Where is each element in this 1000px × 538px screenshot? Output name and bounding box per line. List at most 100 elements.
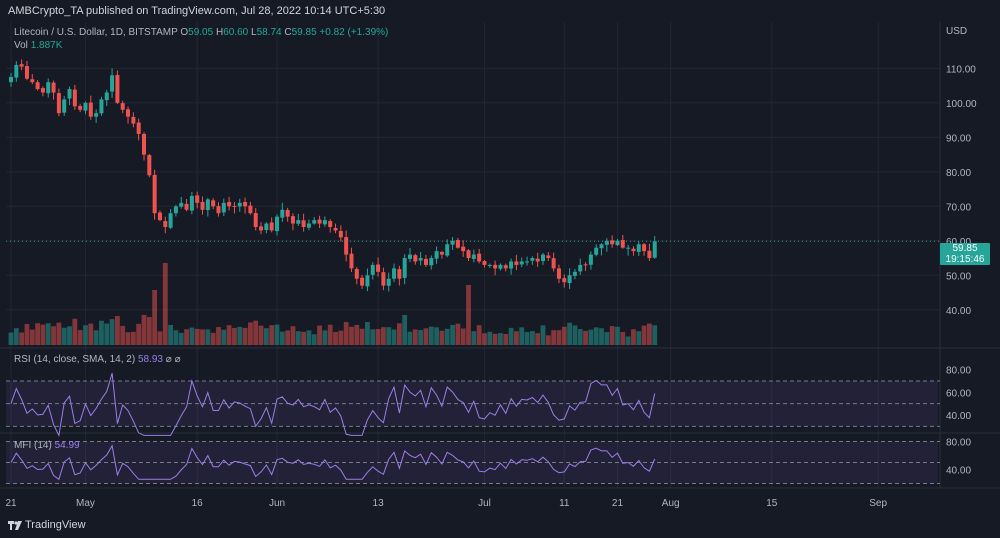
volume-bar — [248, 322, 253, 345]
candle-body — [631, 248, 636, 252]
symbol-legend[interactable]: Litecoin / U.S. Dollar, 1D, BITSTAMP O59… — [14, 27, 388, 38]
y-tick-label: 60.00 — [946, 237, 971, 248]
rsi-legend[interactable]: RSI (14, close, SMA, 14, 2) 58.93 ⌀ ⌀ — [14, 354, 181, 365]
volume-label: Vol — [14, 40, 28, 51]
symbol-name: Litecoin / U.S. Dollar, 1D, BITSTAMP — [14, 27, 178, 38]
candle-body — [195, 195, 200, 203]
volume-bar — [609, 326, 615, 345]
candle-body — [551, 258, 556, 269]
candle-body — [493, 264, 498, 269]
indicator-line — [10, 444, 656, 481]
volume-bar — [290, 326, 296, 345]
rsi-panel — [6, 372, 940, 438]
volume-bar — [242, 327, 248, 345]
candle-body — [636, 244, 641, 252]
mfi-label: MFI (14) — [14, 440, 52, 451]
volume-bar — [556, 330, 562, 345]
mfi-value: 54.99 — [54, 440, 80, 451]
candle-body — [530, 258, 535, 261]
high-label: H — [215, 27, 224, 38]
tradingview-icon — [8, 520, 22, 530]
candle-body — [173, 206, 178, 214]
volume-bar — [386, 327, 392, 345]
volume-bar — [322, 330, 328, 345]
volume-bar — [492, 333, 498, 345]
indicator-tick-label: 40.00 — [946, 466, 971, 477]
rsi-settings-icon[interactable]: ⌀ ⌀ — [165, 354, 181, 365]
mfi-legend[interactable]: MFI (14) 54.99 — [14, 440, 80, 451]
candle-body — [157, 212, 162, 221]
candle-body — [51, 82, 56, 93]
candle-body — [546, 255, 551, 259]
volume-bar — [599, 328, 604, 345]
last-price: 59.85 — [952, 243, 978, 254]
volume-bar — [141, 314, 147, 345]
volume-bars — [8, 263, 658, 345]
candle-body — [317, 219, 322, 224]
change-value: +0.82 (+1.39%) — [319, 27, 389, 38]
volume-bar — [577, 329, 583, 345]
volume-bar — [535, 333, 541, 345]
candle-body — [376, 264, 381, 272]
volume-bar — [641, 325, 647, 345]
volume-bar — [354, 324, 360, 345]
candle-body — [142, 133, 146, 155]
last-price-tag: 59.85 19:15:46 — [940, 243, 990, 265]
volume-bar — [226, 325, 232, 345]
candle-body — [285, 209, 290, 217]
candle-body — [482, 261, 487, 265]
candle-body — [434, 251, 439, 259]
candle-body — [312, 220, 317, 224]
volume-bar — [136, 323, 142, 345]
volume-bar — [647, 323, 652, 345]
volume-bar — [418, 330, 424, 345]
candle-body — [328, 221, 333, 227]
volume-bar — [317, 325, 322, 345]
y-tick-label: 50.00 — [946, 271, 971, 282]
x-tick-label: 16 — [192, 498, 204, 509]
candle-body — [583, 264, 588, 266]
candle-body — [370, 264, 375, 275]
x-tick-label: 21 — [612, 498, 624, 509]
volume-bar — [375, 328, 381, 345]
candle-body — [509, 261, 514, 269]
bar-countdown: 19:15:46 — [945, 254, 985, 265]
volume-bar — [620, 331, 626, 345]
volume-bar — [545, 335, 551, 345]
candles — [9, 59, 657, 292]
y-tick-label: 70.00 — [946, 202, 971, 213]
candle-body — [62, 99, 67, 113]
volume-bar — [83, 325, 88, 345]
volume-bar — [444, 328, 450, 345]
candle-body — [498, 264, 503, 269]
high-value: 60.60 — [223, 27, 249, 38]
volume-bar — [93, 330, 99, 345]
candle-body — [275, 216, 279, 232]
volume-legend[interactable]: Vol 1.887K — [14, 40, 62, 51]
candle-body — [115, 74, 120, 103]
volume-bar — [412, 329, 418, 345]
candle-body — [360, 277, 365, 286]
volume-bar — [327, 324, 333, 345]
volume-bar — [210, 332, 216, 345]
candle-body — [259, 226, 264, 231]
candle-body — [216, 206, 221, 214]
x-tick-label: May — [76, 498, 95, 509]
candle-body — [604, 240, 609, 245]
candle-body — [392, 268, 397, 279]
volume-value: 1.887K — [30, 40, 63, 51]
volume-bar — [391, 329, 397, 345]
volume-bar — [508, 327, 514, 345]
candle-body — [429, 258, 434, 266]
volume-bar — [615, 326, 620, 345]
candle-body — [88, 102, 93, 117]
tradingview-logo[interactable]: TradingView — [8, 519, 86, 531]
x-tick-label: 11 — [559, 498, 570, 509]
volume-bar — [460, 328, 466, 345]
volume-bar — [51, 326, 56, 345]
candle-body — [104, 92, 109, 101]
volume-bar — [35, 323, 40, 345]
candle-body — [168, 213, 173, 228]
volume-bar — [455, 323, 461, 345]
